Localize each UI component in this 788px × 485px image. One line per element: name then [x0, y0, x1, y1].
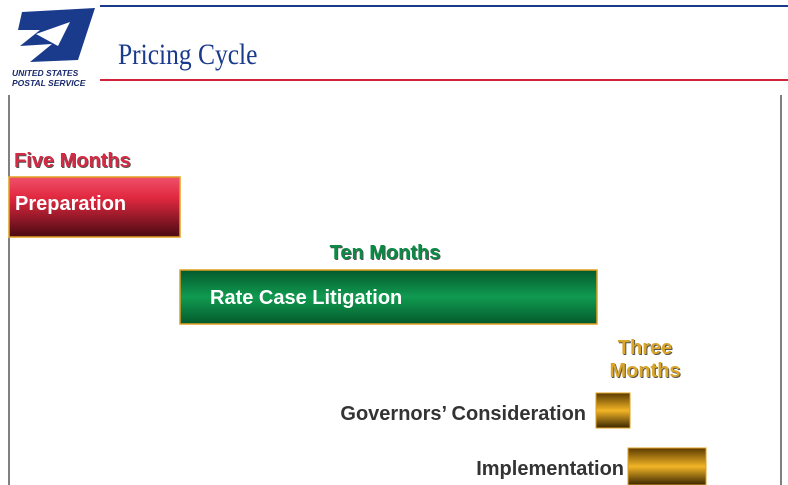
eagle-highlight: [36, 22, 70, 46]
phase-bar: [8, 176, 181, 238]
duration-label: Three: [618, 337, 672, 359]
phase-bar: [595, 392, 631, 429]
duration-label: Five Months: [14, 150, 131, 172]
logo-line2: POSTAL SERVICE: [12, 78, 86, 88]
phase-label: Governors’ Consideration: [340, 403, 586, 425]
logo: UNITED STATES POSTAL SERVICE: [12, 8, 95, 88]
duration-label: Months: [609, 360, 680, 382]
phase-bar: [627, 447, 707, 485]
phase-label: Rate Case Litigation: [210, 287, 402, 309]
phase-label: Preparation: [15, 193, 126, 215]
duration-label: Ten Months: [330, 242, 441, 264]
phase-label: Implementation: [476, 458, 624, 480]
slide-title: Pricing Cycle: [118, 38, 257, 71]
logo-line1: UNITED STATES: [12, 68, 79, 78]
phase-bar: [179, 269, 598, 325]
